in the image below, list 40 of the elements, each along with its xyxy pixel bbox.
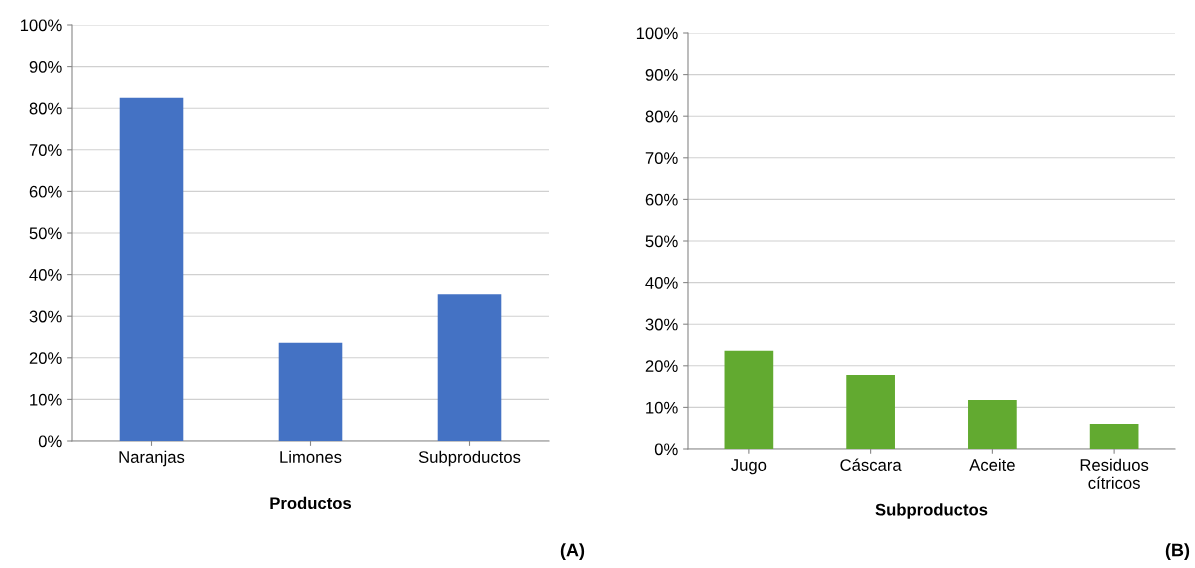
y-tick-label: 90% [645, 69, 678, 81]
bar [437, 294, 502, 441]
y-tick-label: 60% [29, 185, 62, 198]
x-tick-label: Cáscara [840, 458, 902, 471]
y-tick-label: 70% [29, 144, 62, 156]
y-tick-label: 40% [29, 269, 62, 281]
y-tick-label: 60% [645, 193, 678, 206]
y-tick-label: 80% [29, 102, 62, 115]
y-tick-label: 10% [30, 393, 62, 406]
y-tick-label: 50% [29, 227, 62, 240]
x-tick-label: Jugo [731, 459, 767, 475]
y-tick-label: 100% [636, 27, 678, 40]
x-tick-label: Limones [280, 450, 342, 463]
y-tick-label: 30% [29, 310, 62, 323]
y-tick-label: 0% [38, 435, 62, 448]
bar [278, 342, 343, 441]
x-tick-label: Subproductos [418, 450, 521, 467]
y-tick-label: 20% [29, 352, 62, 364]
x-tick-label: Aceite [969, 458, 1015, 471]
y-tick-label: 80% [645, 110, 678, 123]
y-tick-label: 100% [20, 19, 62, 32]
y-tick-label: 10% [646, 401, 678, 414]
bar [119, 97, 184, 441]
y-tick-label: 0% [654, 443, 678, 456]
y-tick-label: 70% [645, 152, 678, 164]
x-tick-label: Residuos cítricos [1080, 458, 1149, 489]
bar [846, 374, 895, 449]
y-tick-label: 90% [29, 61, 62, 73]
bar [968, 399, 1017, 449]
y-tick-label: 50% [645, 235, 678, 248]
text: (B) [1165, 543, 1190, 560]
y-tick-label: 40% [645, 277, 678, 289]
x-axis-title: Productos [270, 496, 352, 510]
x-axis-title: Subproductos [875, 503, 988, 519]
bar [1089, 424, 1139, 449]
y-tick-label: 30% [645, 318, 678, 331]
x-tick-label: Naranjas [119, 450, 185, 467]
y-tick-label: 20% [645, 360, 678, 372]
text: (A) [560, 543, 585, 560]
bar [724, 350, 774, 449]
